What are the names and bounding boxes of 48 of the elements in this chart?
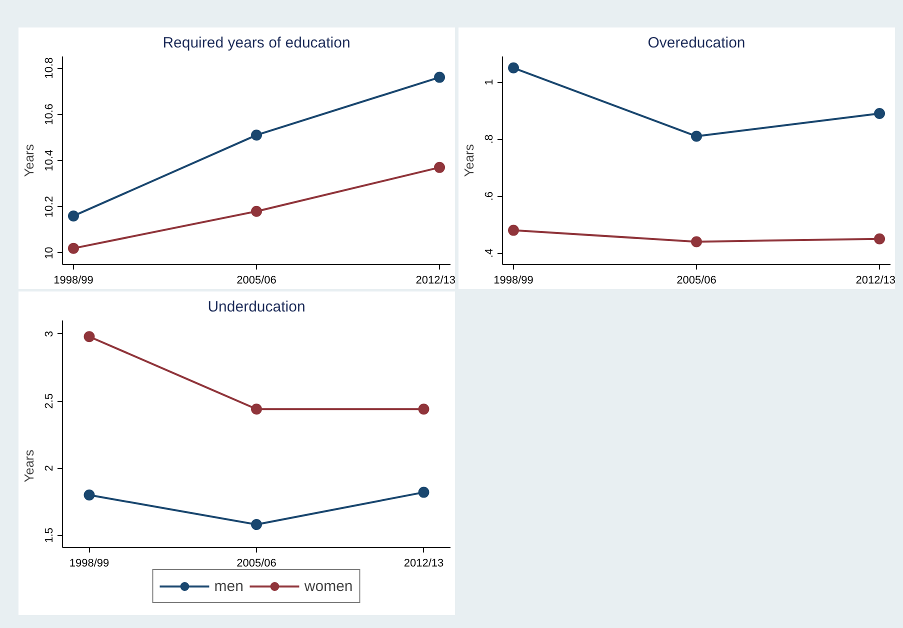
point xyxy=(508,224,519,236)
point xyxy=(508,62,519,74)
y-axis-title: Years xyxy=(22,144,36,177)
y-tick-label: .4 xyxy=(484,248,496,258)
chart-title: Underducation xyxy=(208,298,306,316)
point xyxy=(418,404,430,415)
legend-label: men xyxy=(214,578,244,594)
x-tick-label: 2012/13 xyxy=(404,557,444,570)
x-tick-label: 2005/06 xyxy=(676,274,716,286)
point xyxy=(434,162,446,173)
x-tick-label: 2005/06 xyxy=(236,274,276,286)
point xyxy=(418,486,430,498)
y-tick-label: 10.8 xyxy=(44,57,56,79)
y-tick-label: 2 xyxy=(44,465,56,472)
point xyxy=(691,236,702,248)
point xyxy=(874,233,886,244)
x-tick-label: 1998/99 xyxy=(494,274,534,286)
point xyxy=(874,108,886,119)
x-tick-label: 1998/99 xyxy=(69,557,110,570)
x-tick-label: 2012/13 xyxy=(856,274,896,286)
y-tick-label: 10.2 xyxy=(44,196,56,218)
legend-label: women xyxy=(304,578,353,594)
y-tick-label: .6 xyxy=(484,192,496,201)
y-tick-label: 3 xyxy=(44,330,56,337)
point xyxy=(68,210,79,222)
y-tick-label: 10.6 xyxy=(44,104,56,125)
y-tick-label: 1 xyxy=(484,79,496,86)
point xyxy=(251,130,262,141)
point xyxy=(84,331,95,342)
y-tick-label: 2.5 xyxy=(44,393,56,409)
point xyxy=(434,72,446,83)
point xyxy=(691,130,702,142)
y-axis-title: Years xyxy=(22,449,36,482)
y-tick-label: 1.5 xyxy=(44,528,56,543)
point xyxy=(251,206,262,217)
y-tick-label: 10.4 xyxy=(44,150,56,172)
point xyxy=(84,490,95,500)
x-tick-label: 2005/06 xyxy=(236,557,276,570)
point xyxy=(68,242,79,254)
point xyxy=(251,404,262,415)
chart-title: Overeducation xyxy=(648,34,746,52)
y-tick-label: 10 xyxy=(44,246,56,260)
x-tick-label: 1998/99 xyxy=(54,274,94,286)
x-tick-label: 2012/13 xyxy=(416,274,456,286)
y-tick-label: .8 xyxy=(484,134,496,144)
point xyxy=(251,519,262,530)
y-axis-title: Years xyxy=(462,144,476,177)
chart-title: Required years of education xyxy=(162,34,350,52)
